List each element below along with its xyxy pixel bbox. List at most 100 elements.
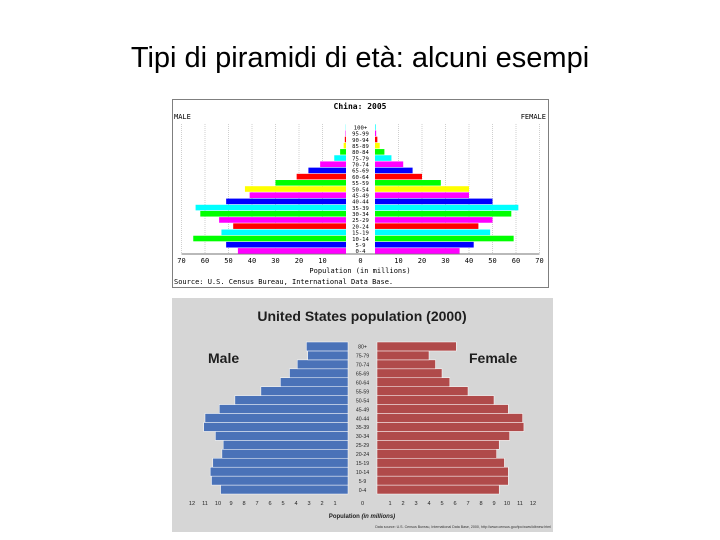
us-tick-label: 8 [479, 501, 482, 507]
china-title: China: 2005 [334, 101, 387, 111]
us-female-bar [376, 350, 430, 361]
us-age-label: 10-14 [356, 470, 369, 476]
china-male-bar [296, 173, 346, 180]
us-male-bar [203, 422, 349, 432]
us-tick-label: 6 [268, 501, 271, 507]
us-female-bar [376, 449, 497, 459]
us-male-bar [220, 484, 349, 495]
us-age-label: 0-4 [359, 488, 367, 494]
china-tick-label: 50 [224, 257, 232, 265]
us-male-bar [280, 377, 349, 387]
china-female-bar [375, 210, 512, 217]
china-female-bar [375, 161, 404, 168]
china-x-label: Population (in millions) [309, 267, 410, 275]
china-age-label: 10-14 [352, 237, 369, 243]
china-age-label: 80-84 [352, 150, 369, 156]
china-age-label: 90-94 [352, 138, 369, 144]
us-tick-label: 1 [333, 501, 336, 507]
us-male-bar [215, 431, 349, 441]
china-age-label: 60-64 [352, 175, 369, 181]
china-female-label: FEMALE [521, 113, 546, 121]
us-male-bar [289, 368, 349, 379]
us-tick-label: 0 [361, 501, 364, 507]
china-male-bar [334, 155, 346, 161]
china-male-bar [237, 248, 346, 254]
china-age-label: 55-59 [352, 181, 369, 187]
china-male-bar [275, 180, 346, 186]
us-male-bar [219, 404, 349, 414]
us-age-labels: 0-4 5-9 10-14 15-19 20-24 25-29 30-34 35-39 40-4… [356, 345, 369, 494]
us-age-label: 25-29 [356, 443, 369, 449]
us-tick-label: 4 [427, 501, 430, 507]
china-age-label: 100+ [354, 125, 368, 131]
china-female-bar [375, 180, 441, 186]
us-source: Data source: U.S. Census Bureau, Interna… [375, 525, 551, 529]
us-female-bar [376, 484, 500, 495]
us-tick-label: 12 [530, 501, 536, 507]
china-age-label: 75-79 [352, 156, 369, 162]
us-female-bar [376, 386, 469, 396]
us-bars [203, 341, 525, 495]
slide-title: Tipi di piramidi di età: alcuni esempi [130, 42, 590, 74]
china-tick-label: 30 [271, 257, 279, 265]
china-female-bar [375, 130, 377, 137]
us-age-label: 5-9 [359, 479, 367, 485]
us-male-label: Male [208, 350, 239, 366]
us-female-bar [376, 395, 495, 405]
china-tick-label: 40 [465, 257, 473, 265]
us-tick-label: 11 [202, 501, 208, 507]
china-bars [193, 124, 519, 254]
us-tick-label: 10 [504, 501, 510, 507]
china-male-label: MALE [174, 113, 191, 121]
us-male-bar [307, 350, 349, 361]
us-tick-label: 5 [281, 501, 284, 507]
china-age-label: 65-69 [352, 169, 369, 175]
china-female-bar [375, 241, 474, 248]
us-tick-label: 10 [215, 501, 221, 507]
china-tick-label: 60 [201, 257, 209, 265]
china-male-bar [233, 223, 346, 229]
us-tick-label: 6 [453, 501, 456, 507]
china-age-label: 25-29 [352, 218, 369, 224]
us-female-bar [376, 440, 500, 450]
us-age-label: 65-69 [356, 372, 369, 378]
china-tick-label: 60 [512, 257, 520, 265]
us-female-bar [376, 359, 436, 370]
china-pyramid-svg: China: 2005 MALE FEMALE 0-45-910-1415-19… [172, 99, 549, 288]
china-female-bar [375, 186, 469, 192]
us-female-bar [376, 413, 523, 423]
china-male-bar [219, 217, 346, 223]
china-ticks: 70 60 50 40 30 20 10 0 10 20 30 40 50 60 70 [177, 257, 543, 265]
china-pyramid-chart: China: 2005 MALE FEMALE 0-4 5-9 10-14 15-19… [172, 99, 549, 288]
china-male-bar [221, 229, 346, 236]
china-female-bar [375, 198, 493, 205]
china-tick-label: 70 [535, 257, 543, 265]
us-age-label: 15-19 [356, 461, 369, 467]
us-male-bar [222, 440, 349, 450]
us-tick-label: 7 [466, 501, 469, 507]
us-female-bar [376, 431, 510, 441]
china-male-bar [340, 149, 346, 155]
us-ticks: 12 11 10 9 8 7 6 5 4 3 2 1 0 1 2 3 4 5 6 7 8 9 10 11 12 [189, 501, 536, 507]
us-tick-label: 7 [255, 501, 258, 507]
us-tick-label: 2 [320, 501, 323, 507]
china-male-bar [244, 186, 346, 192]
us-female-bar [376, 377, 451, 387]
us-age-label: 70-74 [356, 363, 369, 369]
china-tick-label: 0 [358, 257, 362, 265]
china-age-label: 85-89 [352, 144, 369, 150]
us-female-bar [376, 341, 457, 352]
us-age-label: 35-39 [356, 425, 369, 431]
us-female-bar [376, 368, 443, 379]
china-male-bar [226, 241, 346, 248]
us-female-bar [376, 404, 509, 414]
china-female-bar [375, 167, 413, 174]
china-tick-label: 50 [488, 257, 496, 265]
china-male-bar [200, 210, 346, 217]
us-tick-label: 3 [307, 501, 310, 507]
us-male-bar [212, 457, 349, 468]
china-female-bar [375, 223, 479, 229]
us-female-label: Female [469, 350, 517, 366]
us-male-bar [204, 413, 349, 423]
us-female-bar [376, 422, 525, 432]
